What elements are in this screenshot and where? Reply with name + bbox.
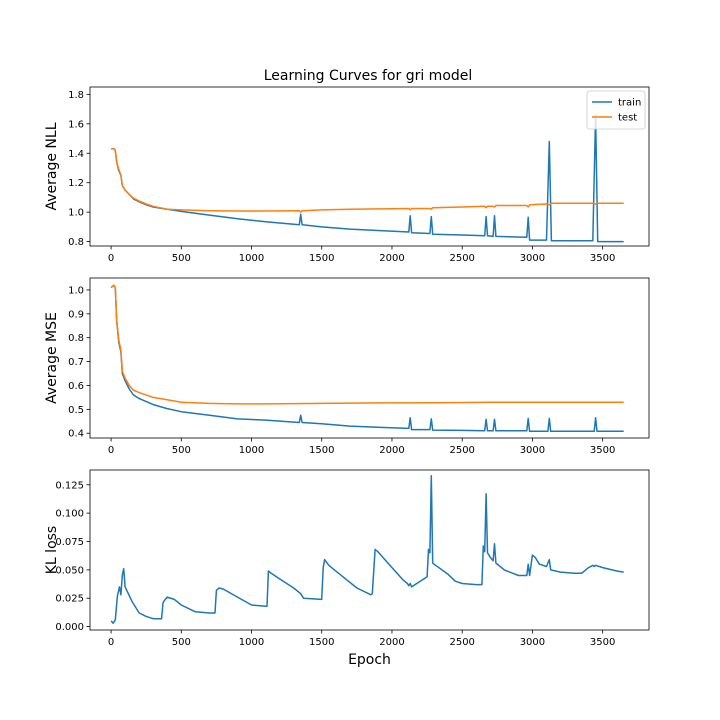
kl-xtick-label: 3000	[520, 637, 545, 648]
mse-xtick-label: 3500	[590, 445, 615, 456]
nll-xtick-label: 2500	[449, 253, 474, 264]
kl-xlabel: Epoch	[348, 652, 391, 668]
mse-ytick-label: 0.5	[68, 405, 84, 416]
kl-ytick-label: 0.075	[55, 537, 84, 548]
kl-xtick-label: 0	[108, 637, 114, 648]
mse-xtick-label: 1500	[309, 445, 334, 456]
kl-ytick-label: 0.125	[55, 480, 84, 491]
nll-ytick-label: 1.6	[68, 119, 84, 130]
nll-axes-frame	[89, 86, 650, 247]
figure-title: Learning Curves for gri model	[264, 68, 473, 84]
mse-train-line	[110, 284, 624, 433]
mse-ytick-label: 0.9	[68, 309, 84, 320]
nll-xtick-label: 500	[172, 253, 191, 264]
nll-panel: 0 500 1000 1500 2000 2500 3000 3500 0.8 1.0 1.2 1.4…	[44, 86, 650, 264]
mse-xtick-label: 3000	[520, 445, 545, 456]
mse-test-line	[110, 284, 624, 405]
kl-ytick-label: 0.100	[55, 509, 84, 520]
nll-xtick-label: 0	[108, 253, 114, 264]
kl-ytick-label: 0.025	[55, 594, 84, 605]
kl-ytick-label: 0.000	[55, 622, 84, 633]
nll-train-line	[111, 114, 624, 243]
kl-xtick-label: 2500	[449, 637, 474, 648]
nll-ytick-label: 1.4	[68, 149, 84, 160]
nll-xtick-label: 2000	[379, 253, 404, 264]
mse-axes-frame	[89, 277, 650, 439]
kl-panel: 0 500 1000 1500 2000 2500 3000 3500 0.000 0.025 0.…	[44, 469, 650, 668]
mse-ylabel: Average MSE	[44, 312, 60, 404]
legend-box	[586, 90, 646, 130]
nll-xtick-label: 3500	[590, 253, 615, 264]
legend-train-label: train	[618, 98, 641, 109]
nll-ytick-label: 1.0	[68, 208, 84, 219]
nll-xtick-label: 1000	[239, 253, 264, 264]
nll-xtick-label: 1500	[309, 253, 334, 264]
kl-xtick-label: 500	[172, 637, 191, 648]
kl-xtick-label: 3500	[590, 637, 615, 648]
mse-xtick-label: 0	[108, 445, 114, 456]
mse-panel: 0 500 1000 1500 2000 2500 3000 3500 0.4 0.5 0.6 0.7…	[44, 277, 650, 456]
mse-ytick-label: 0.6	[68, 381, 84, 392]
nll-ytick-label: 1.2	[68, 178, 84, 189]
kl-ytick-label: 0.050	[55, 565, 84, 576]
mse-ytick-label: 0.8	[68, 333, 84, 344]
kl-axes-frame	[89, 469, 650, 631]
nll-legend: train test	[586, 90, 646, 130]
nll-ytick-label: 1.8	[68, 90, 84, 101]
mse-xtick-label: 2500	[449, 445, 474, 456]
nll-xtick-label: 3000	[520, 253, 545, 264]
mse-xtick-label: 500	[172, 445, 191, 456]
nll-test-line	[111, 148, 624, 213]
legend-test-label: test	[618, 113, 637, 124]
mse-xtick-label: 1000	[239, 445, 264, 456]
nll-ytick-label: 0.8	[68, 237, 84, 248]
mse-ytick-label: 0.7	[68, 357, 84, 368]
mse-xtick-label: 2000	[379, 445, 404, 456]
kl-train-line	[110, 474, 624, 624]
kl-xtick-label: 1500	[309, 637, 334, 648]
mse-ytick-label: 1.0	[68, 285, 84, 296]
kl-xtick-label: 1000	[239, 637, 264, 648]
nll-ylabel: Average NLL	[44, 122, 60, 210]
kl-xtick-label: 2000	[379, 637, 404, 648]
kl-ylabel: KL loss	[44, 526, 60, 574]
mse-ytick-label: 0.4	[68, 429, 84, 440]
